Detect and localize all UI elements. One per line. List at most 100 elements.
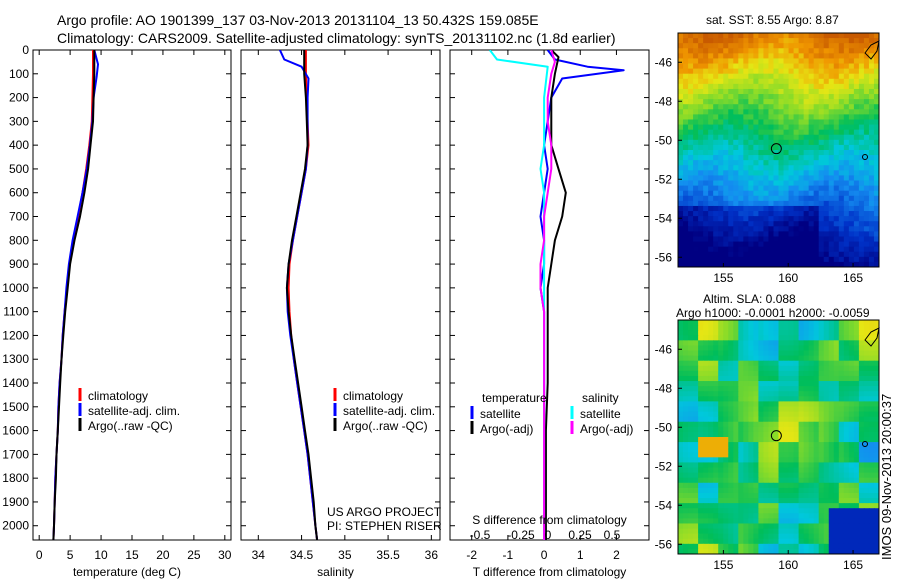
map-cell [758,185,765,192]
map-cell [738,185,744,192]
map-cell [768,99,775,105]
map-cell [858,340,865,347]
map-cell [748,437,754,443]
map-cell [813,205,820,212]
map-cell [708,216,714,222]
map-cell [873,375,879,382]
map-cell [828,261,835,267]
map-cell [803,216,810,222]
map-cell [723,58,729,65]
map-cell [708,73,714,80]
map-cell [708,503,714,509]
map-cell [758,406,765,413]
map-cell [758,360,765,367]
map-cell [678,386,684,392]
map-cell [823,170,830,177]
map-cell [803,195,810,202]
map-cell [828,350,835,357]
map-cell [803,119,810,126]
map-cell [688,88,694,95]
map-cell [793,78,800,85]
map-cell [808,365,815,372]
map-cell [773,94,780,100]
map-cell [683,386,689,392]
map-cell [848,396,855,402]
map-cell [863,216,870,222]
map-cell [823,528,830,535]
legend-label: Argo(-adj) [480,422,533,436]
map-cell [733,472,739,479]
map-cell [698,447,704,453]
map-cell [803,124,810,131]
map-cell [828,513,835,519]
map-cell [728,83,734,90]
y-tick-label: 900 [9,257,29,271]
map-cell [758,477,765,484]
map-cell [803,155,810,161]
map-cell [748,38,754,44]
map-cell [763,200,770,207]
map-cell [758,391,765,397]
map-cell [768,508,775,514]
x-tick-label: 34 [252,548,266,562]
map-cell [748,231,754,238]
map-cell [698,330,704,336]
map-cell [683,548,689,554]
map-cell [678,548,684,554]
map-cell [848,370,855,377]
map-cell [733,457,739,464]
map-cell [778,43,785,49]
map-cell [788,109,795,115]
map-cell [868,144,875,151]
map-cell [768,482,775,489]
map-cell [688,175,694,182]
map-cell [823,134,830,141]
map-cell [693,83,699,90]
map-cell [813,350,820,357]
map-cell [688,360,694,367]
map-cell [808,381,815,387]
map-cell [778,99,785,105]
map-cell [813,370,820,377]
map-cell [843,211,850,217]
map-cell [758,124,765,131]
map-cell [813,58,820,65]
map-cell [858,185,865,192]
map-cell [823,88,830,95]
map-cell [773,221,780,227]
map-cell [783,350,790,357]
map-cell [838,205,845,212]
map-cell [733,462,739,469]
map-cell [723,155,729,161]
map-cell [733,350,739,357]
map-cell [753,48,760,54]
map-cell [843,513,850,519]
map-cell [763,452,770,458]
map-cell [823,241,830,248]
map-cell [833,129,840,136]
map-cell [833,426,840,433]
map-cell [828,170,835,177]
map-cell [783,241,790,248]
map-cell [828,375,835,382]
map-cell [723,498,729,504]
map-cell [813,391,820,397]
map-cell [818,68,825,75]
map-cell [853,251,860,258]
x-tick-label-top: 0.25 [568,528,592,542]
map-cell [693,487,699,494]
map-cell [828,78,835,85]
map-cell [723,124,729,131]
map-cell [683,236,689,243]
map-cell [718,396,724,402]
map-cell [678,543,684,550]
map-cell [818,109,825,115]
map-cell [793,477,800,484]
map-cell [708,416,714,423]
map-cell [703,350,709,357]
map-cell [733,251,739,258]
map-cell [758,437,765,443]
map-cell [708,492,714,499]
map-cell [758,492,765,499]
map-cell [873,231,879,238]
